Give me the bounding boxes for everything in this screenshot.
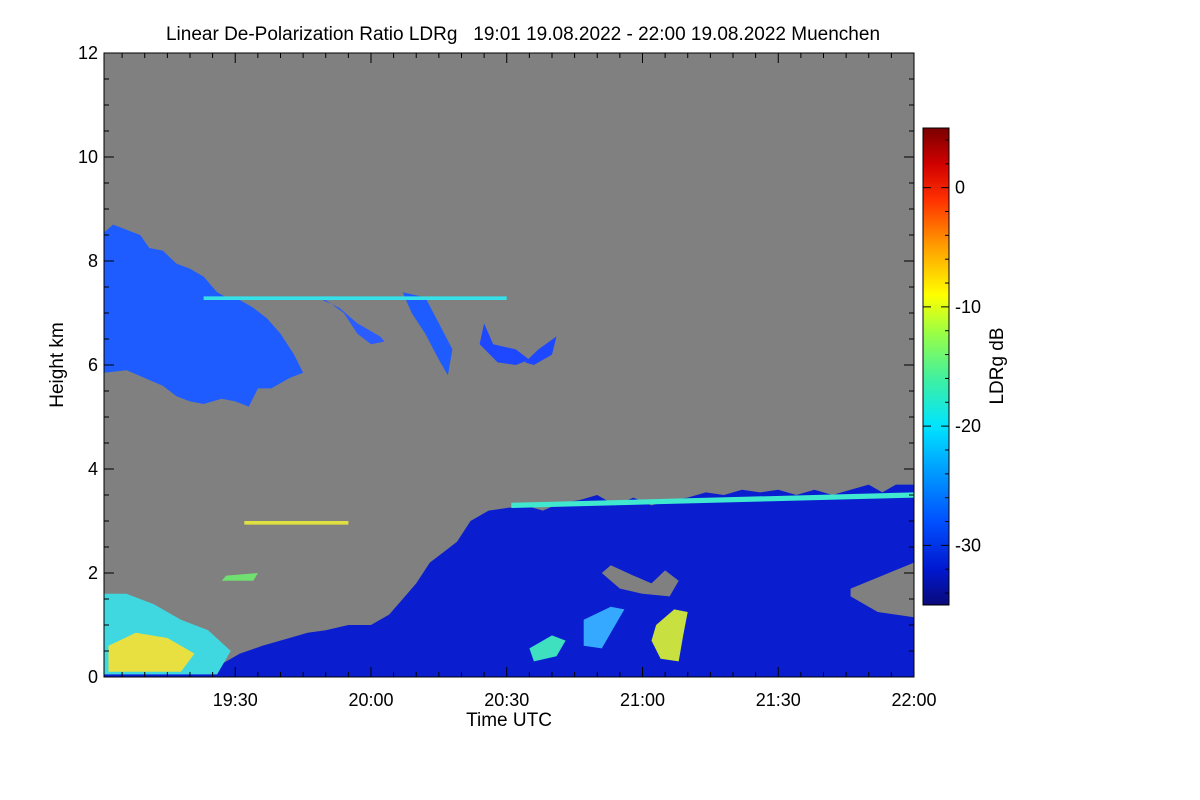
x-tick-label: 22:00 — [891, 690, 936, 710]
colorbar-tick-label: 0 — [955, 178, 965, 198]
y-axis: 0 2 4 6 8 10 12 — [78, 43, 914, 687]
chart-title: Linear De-Polarization Ratio LDRg 19:01 … — [166, 24, 880, 45]
data-gap-region — [601, 565, 679, 597]
cloud-top-edge-region — [511, 492, 914, 508]
x-tick-label: 20:00 — [348, 690, 393, 710]
x-tick-label: 19:30 — [213, 690, 258, 710]
fall-streak-region — [529, 635, 566, 662]
cirrus-streamer-1-region — [294, 297, 385, 345]
y-tick-label: 12 — [78, 43, 98, 63]
heatmap-regions — [104, 224, 914, 677]
isolated-echo-region — [244, 521, 349, 525]
cirrus-layer-region — [104, 224, 304, 407]
y-tick-label: 0 — [88, 667, 98, 687]
y-tick-label: 6 — [88, 355, 98, 375]
isolated-echo-region — [221, 573, 258, 581]
colorbar — [922, 127, 950, 606]
colorbar-tick-label: -20 — [955, 416, 981, 436]
fall-streak-region — [651, 609, 688, 662]
y-tick-label: 2 — [88, 563, 98, 583]
cirrus-fragment-region — [524, 336, 557, 365]
x-tick-label: 21:00 — [620, 690, 665, 710]
colorbar-ticks: 0 -10 -20 -30 — [923, 139, 981, 594]
colorbar-label: LDRg dB — [987, 327, 1008, 404]
data-gap-region — [850, 562, 914, 618]
cirrus-fragment-region — [479, 323, 530, 365]
colorbar-tick-label: -10 — [955, 297, 981, 317]
y-tick-label: 8 — [88, 251, 98, 271]
x-axis: 19:30 20:00 20:30 21:00 21:30 22:00 — [121, 53, 937, 710]
x-axis-label: Time UTC — [466, 710, 552, 731]
y-axis-label: Height km — [47, 322, 68, 408]
cirrus-streamer-2-region — [402, 292, 453, 376]
cirrus-base-thin-region — [203, 296, 507, 300]
y-tick-label: 10 — [78, 147, 98, 167]
fall-streak-region — [583, 606, 625, 649]
near-surface-aerosol-region — [108, 632, 195, 672]
x-tick-label: 21:30 — [756, 690, 801, 710]
x-tick-label: 20:30 — [484, 690, 529, 710]
boundary-layer-region — [104, 484, 914, 677]
colorbar-tick-label: -30 — [955, 535, 981, 555]
y-tick-label: 4 — [88, 459, 98, 479]
